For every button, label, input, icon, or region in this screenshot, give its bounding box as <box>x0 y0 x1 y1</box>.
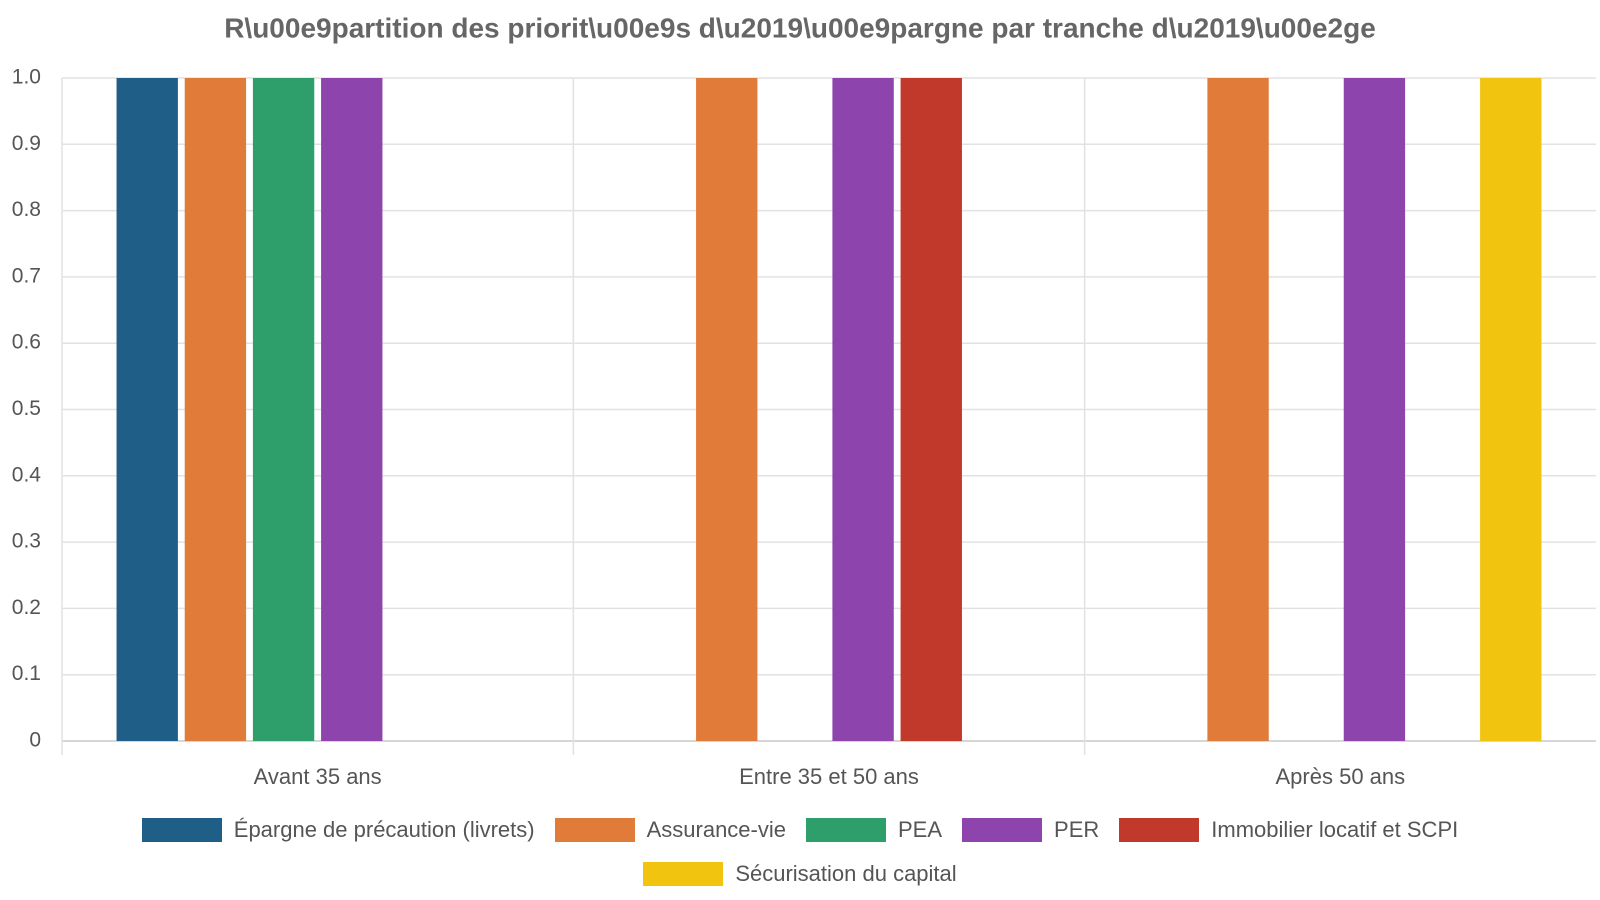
legend-item[interactable]: PEA <box>805 817 943 842</box>
bar-per-2 <box>1343 78 1406 741</box>
x-category-label: Avant 35 ans <box>254 764 382 789</box>
y-tick-label: 0.1 <box>12 662 41 685</box>
legend: Épargne de précaution (livrets) Assurance… <box>80 818 1520 886</box>
legend-swatch <box>805 818 886 842</box>
bar-immobilier-locatif-et-scpi-1 <box>900 78 962 741</box>
legend-swatch <box>554 818 635 842</box>
y-tick-label: 0 <box>29 729 41 752</box>
y-tick-label: 0.7 <box>12 264 41 287</box>
y-tick-label: 0.4 <box>12 463 42 486</box>
x-axis-categories: Avant 35 ans Entre 35 et 50 ans Après 50 a… <box>254 764 1406 789</box>
bar-per-0 <box>321 78 383 741</box>
legend-swatch <box>643 862 724 886</box>
y-axis-ticks: 0 0.1 0.2 0.3 0.4 0.5 0.6 0.7 0.8 0.9 1.0 <box>12 66 42 752</box>
legend-item[interactable]: Assurance-vie <box>554 817 786 842</box>
legend-item[interactable]: Immobilier locatif et SCPI <box>1119 818 1458 842</box>
y-tick-label: 0.6 <box>12 331 41 354</box>
y-tick-label: 1.0 <box>12 66 41 89</box>
bar-s-curisation-du-capital-2 <box>1480 78 1542 741</box>
x-category-label: Entre 35 et 50 ans <box>739 764 919 789</box>
bar-pea-0 <box>252 78 315 741</box>
x-category-label: Après 50 ans <box>1276 764 1406 789</box>
bar-per-1 <box>832 78 894 741</box>
legend-label: Assurance-vie <box>646 817 786 842</box>
y-tick-label: 0.5 <box>12 397 41 420</box>
legend-item[interactable]: Épargne de précaution (livrets) <box>141 817 535 842</box>
y-tick-label: 0.3 <box>12 530 41 553</box>
bar-assurance-vie-2 <box>1207 78 1269 741</box>
y-tick-label: 0.8 <box>12 198 41 221</box>
legend-label: Épargne de précaution (livrets) <box>233 817 535 842</box>
chart-title: R\u00e9partition des priorit\u00e9s d\u2… <box>224 12 1376 43</box>
y-tick-label: 0.2 <box>12 596 41 619</box>
legend-swatch <box>141 818 222 842</box>
bar--pargne-de-pr-caution-livrets--0 <box>116 78 178 741</box>
legend-label: Sécurisation du capital <box>735 861 957 886</box>
legend-label: Immobilier locatif et SCPI <box>1211 817 1459 842</box>
bar-assurance-vie-1 <box>696 78 758 741</box>
legend-swatch <box>962 818 1043 842</box>
bars <box>116 78 1542 741</box>
legend-label: PER <box>1054 817 1100 842</box>
legend-item[interactable]: Sécurisation du capital <box>643 861 957 886</box>
legend-swatch <box>1119 818 1200 842</box>
legend-item[interactable]: PER <box>962 818 1099 842</box>
bar-assurance-vie-0 <box>184 78 247 741</box>
grid-lines <box>61 77 1596 755</box>
legend-label: PEA <box>897 817 943 842</box>
y-tick-label: 0.9 <box>12 132 41 155</box>
